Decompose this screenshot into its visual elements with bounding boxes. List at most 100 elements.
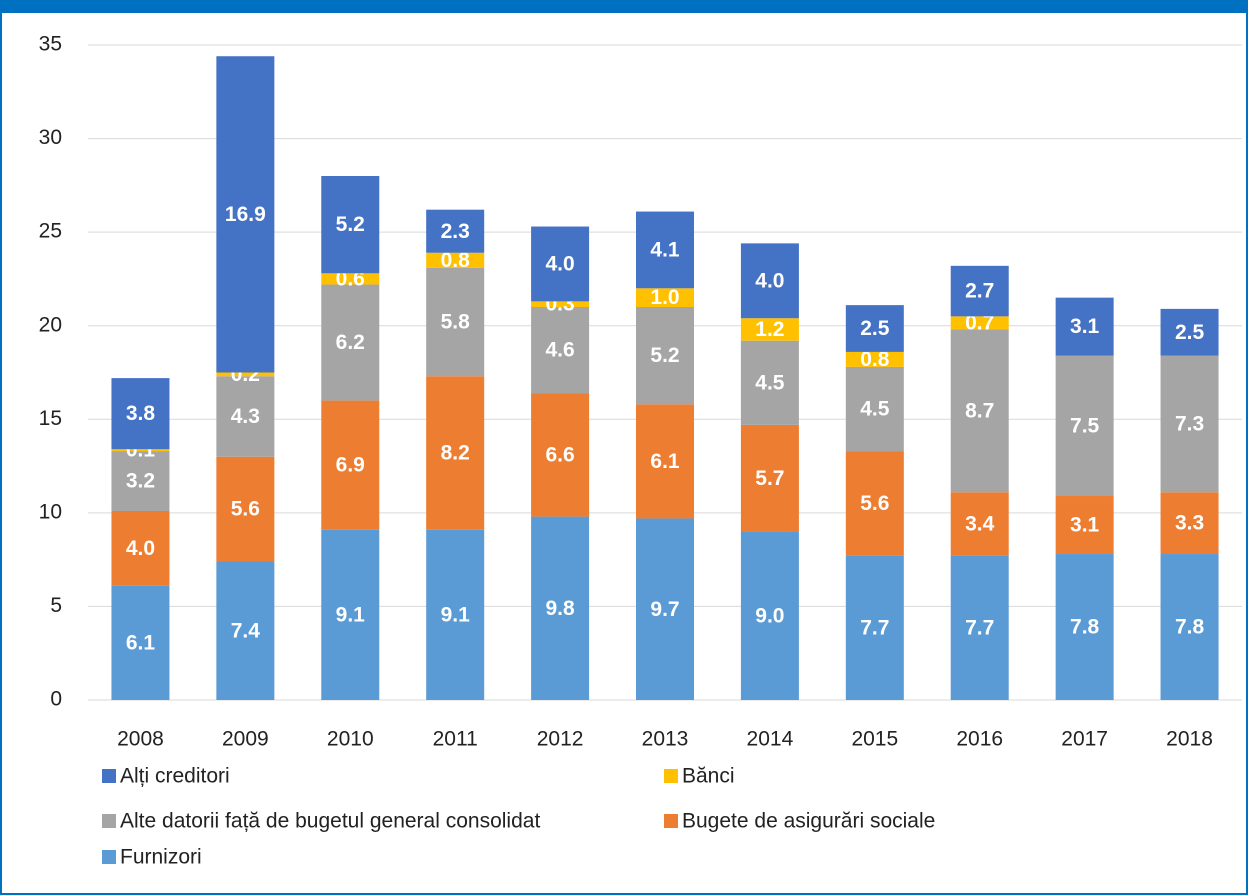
x-tick-label: 2011	[433, 728, 478, 751]
bar-segment	[216, 376, 275, 457]
bar-segment	[426, 529, 485, 700]
bar-segment	[1160, 492, 1219, 555]
bar-segment	[740, 340, 799, 425]
data-label: 9.8	[545, 597, 575, 620]
x-tick-label: 2013	[642, 728, 689, 751]
data-label: 6.2	[336, 331, 365, 354]
data-label: 5.6	[231, 498, 260, 521]
bar-segment	[426, 252, 485, 268]
data-label: 5.7	[755, 467, 784, 490]
data-label: 4.5	[860, 398, 890, 421]
bar-segment	[1055, 297, 1114, 356]
bar-segment	[216, 456, 275, 562]
data-label: 5.2	[336, 213, 365, 236]
data-label: 2.3	[441, 220, 470, 243]
x-tick-label: 2014	[747, 728, 794, 751]
bar-segment	[321, 284, 380, 401]
bar-segment	[321, 400, 380, 530]
x-tick-label: 2012	[537, 728, 584, 751]
bar-segment	[636, 288, 694, 307]
data-label: 1.0	[650, 286, 679, 309]
data-label: 1.2	[755, 318, 784, 341]
x-tick-label: 2009	[222, 728, 269, 751]
bar-segment	[845, 366, 904, 452]
data-label: 3.1	[1070, 315, 1100, 338]
legend-label: Bugete de asigurări sociale	[682, 810, 935, 833]
y-tick-label: 10	[39, 500, 62, 523]
bar-segment	[1055, 496, 1114, 555]
x-tick-label: 2018	[1166, 728, 1213, 751]
bar-segment	[636, 211, 694, 289]
data-label: 4.0	[126, 537, 155, 560]
top-bar	[0, 0, 1248, 13]
y-tick-label: 15	[39, 407, 62, 430]
bar-segment	[845, 451, 904, 556]
x-tick-label: 2010	[327, 728, 374, 751]
x-tick-label: 2015	[851, 728, 898, 751]
bar-segment	[111, 510, 170, 586]
data-label: 4.3	[231, 405, 260, 428]
data-label: 0.8	[441, 249, 471, 272]
bar-segment	[950, 265, 1009, 317]
bar-segment	[740, 531, 799, 700]
data-label: 4.0	[755, 269, 784, 292]
y-tick-label: 35	[39, 33, 62, 56]
legend-swatch	[102, 769, 116, 783]
bar-segment	[1160, 554, 1219, 700]
y-tick-label: 30	[39, 126, 62, 149]
data-label: 4.6	[545, 339, 574, 362]
data-label: 5.6	[860, 492, 889, 515]
bar-segment	[531, 226, 590, 302]
bar-segment	[950, 329, 1009, 493]
data-label: 0.7	[965, 311, 994, 334]
data-label: 7.8	[1070, 616, 1100, 639]
data-label: 7.3	[1175, 413, 1204, 436]
y-tick-label: 20	[39, 313, 62, 336]
legend-label: Alți creditori	[120, 765, 230, 788]
data-label: 6.1	[126, 631, 156, 654]
bar-segment	[531, 301, 590, 307]
data-label: 16.9	[225, 203, 266, 226]
bar-segment	[636, 307, 694, 405]
bar-segment	[845, 555, 904, 700]
data-label: 5.8	[441, 311, 471, 334]
bar-segment	[426, 376, 485, 530]
legend-label: Furnizori	[120, 846, 202, 869]
data-label: 4.5	[755, 371, 785, 394]
bar-segment	[321, 273, 380, 285]
bar-segment	[845, 305, 904, 352]
data-label: 7.7	[860, 616, 889, 639]
data-label: 9.1	[336, 603, 366, 626]
bar-segment	[950, 316, 1009, 330]
data-label: 6.6	[545, 443, 574, 466]
data-label: 3.1	[1070, 514, 1100, 537]
bar-segment	[531, 307, 590, 394]
data-label: 3.3	[1175, 512, 1204, 535]
legend-label: Bănci	[682, 765, 735, 788]
data-label: 0.8	[860, 348, 890, 371]
data-label: 9.7	[650, 598, 679, 621]
data-label: 2.7	[965, 280, 994, 303]
bar-segment	[1160, 355, 1219, 493]
data-label: 7.7	[965, 616, 994, 639]
data-label: 8.7	[965, 399, 994, 422]
bar-segment	[845, 351, 904, 367]
data-label: 8.2	[441, 442, 470, 465]
y-tick-label: 25	[39, 220, 62, 243]
bar-segment	[740, 424, 799, 532]
y-tick-label: 5	[50, 594, 62, 617]
bar-segment	[426, 209, 485, 253]
data-label: 7.8	[1175, 616, 1205, 639]
bar-segment	[216, 561, 275, 700]
bar-segment	[321, 176, 380, 274]
bar-segment	[1055, 355, 1114, 497]
legend-swatch	[664, 769, 678, 783]
bar-segment	[636, 404, 694, 519]
bar-segment	[426, 267, 485, 377]
bar-segment	[950, 492, 1009, 556]
legend-label: Alte datorii față de bugetul general con…	[120, 810, 540, 833]
data-label: 9.0	[755, 604, 784, 627]
bar-segment	[1055, 554, 1114, 700]
